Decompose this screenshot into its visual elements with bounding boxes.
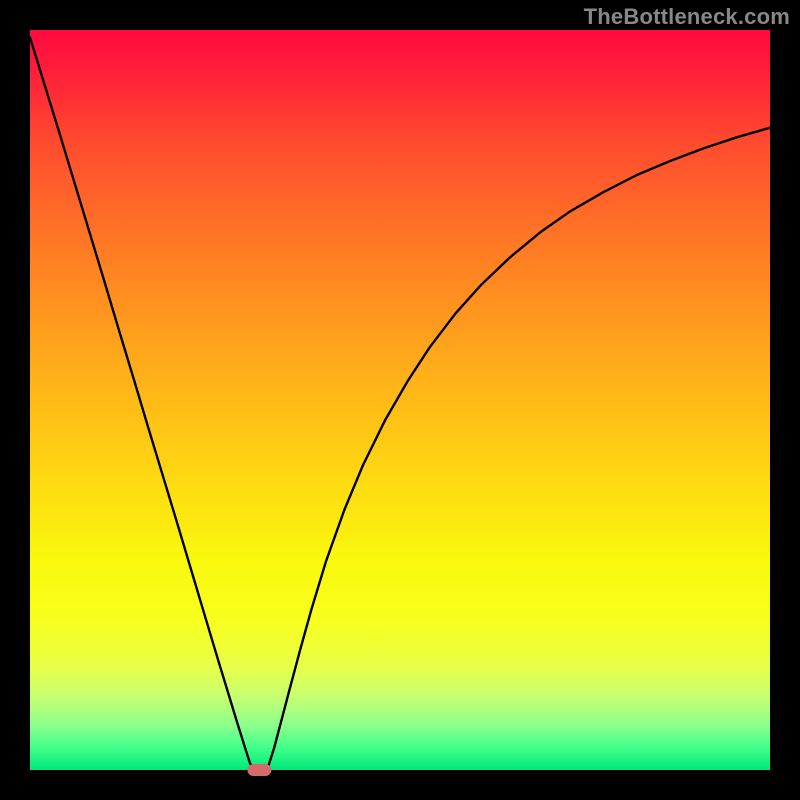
chart-svg (0, 0, 800, 800)
watermark-text: TheBottleneck.com (584, 4, 790, 30)
chart-canvas: TheBottleneck.com (0, 0, 800, 800)
minimum-marker (247, 764, 271, 776)
